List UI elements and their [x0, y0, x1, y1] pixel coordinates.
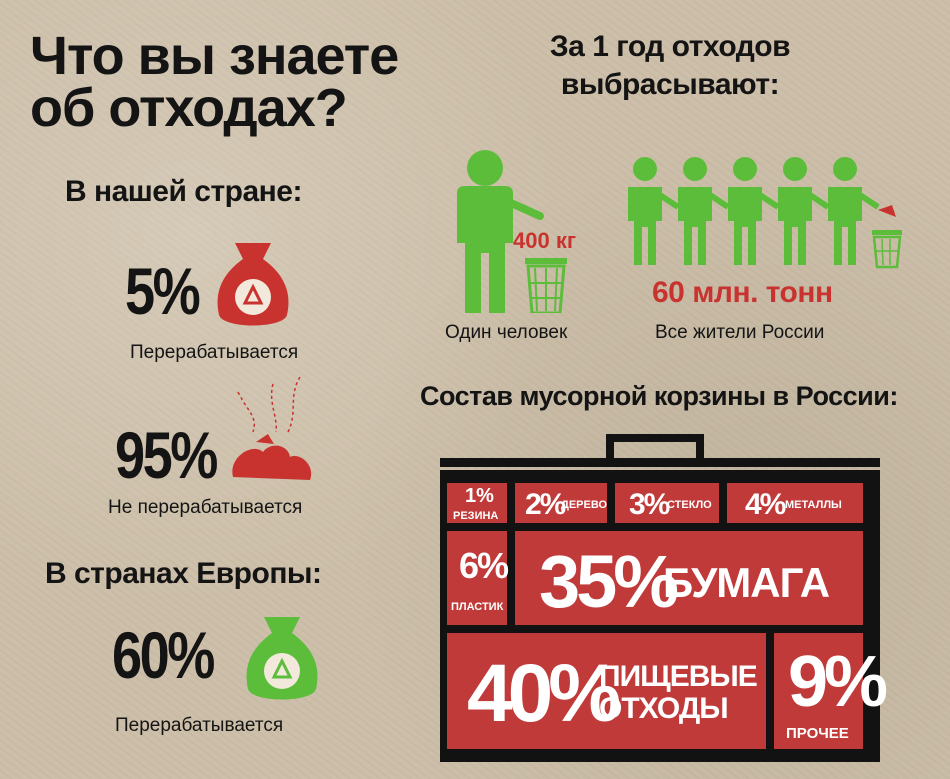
- composition-heading: Состав мусорной корзины в России:: [420, 381, 898, 411]
- europe-percent: 60%: [112, 618, 215, 692]
- segment-paper: 35% БУМАГА: [512, 528, 866, 628]
- crowd-icon: [628, 157, 902, 269]
- country-heading: В нашей стране:: [65, 175, 302, 208]
- person-icon: [457, 150, 544, 313]
- recycled-percent: 5%: [125, 254, 201, 328]
- europe-label: Перерабатывается: [115, 715, 284, 736]
- recycled-label: Перерабатывается: [130, 342, 299, 363]
- segment-glass: 3% СТЕКЛО: [612, 480, 722, 526]
- all-amount: 60 млн. тонн: [652, 276, 833, 309]
- person-label: Один человек: [445, 322, 568, 343]
- basket-handle-icon: [440, 434, 880, 467]
- scattered-bags-icon: [232, 376, 312, 480]
- europe-heading: В странах Европы:: [45, 557, 322, 590]
- segment-plastic: 6% ПЛАСТИК: [444, 528, 510, 628]
- segment-wood: 2% ДЕРЕВО: [512, 480, 610, 526]
- segment-rubber: 1% РЕЗИНА: [444, 480, 510, 526]
- person-amount: 400 кг: [513, 228, 576, 253]
- green-recycle-bag-icon: [246, 617, 318, 700]
- red-recycle-bag-icon: [217, 243, 289, 326]
- segment-other: 9% ПРОЧЕЕ: [771, 630, 888, 752]
- not-recycled-percent: 95%: [115, 418, 218, 492]
- segment-metal: 4% МЕТАЛЛЫ: [724, 480, 866, 526]
- per-year-heading: За 1 год отходов выбрасывают:: [549, 30, 791, 101]
- segment-food: 40% ПИЩЕВЫЕ ОТХОДЫ: [444, 630, 769, 752]
- trash-bin-icon: [525, 258, 567, 313]
- page-title: Что вы знаете об отходах?: [30, 26, 399, 138]
- all-label: Все жители России: [655, 322, 825, 343]
- not-recycled-label: Не перерабатывается: [108, 497, 303, 518]
